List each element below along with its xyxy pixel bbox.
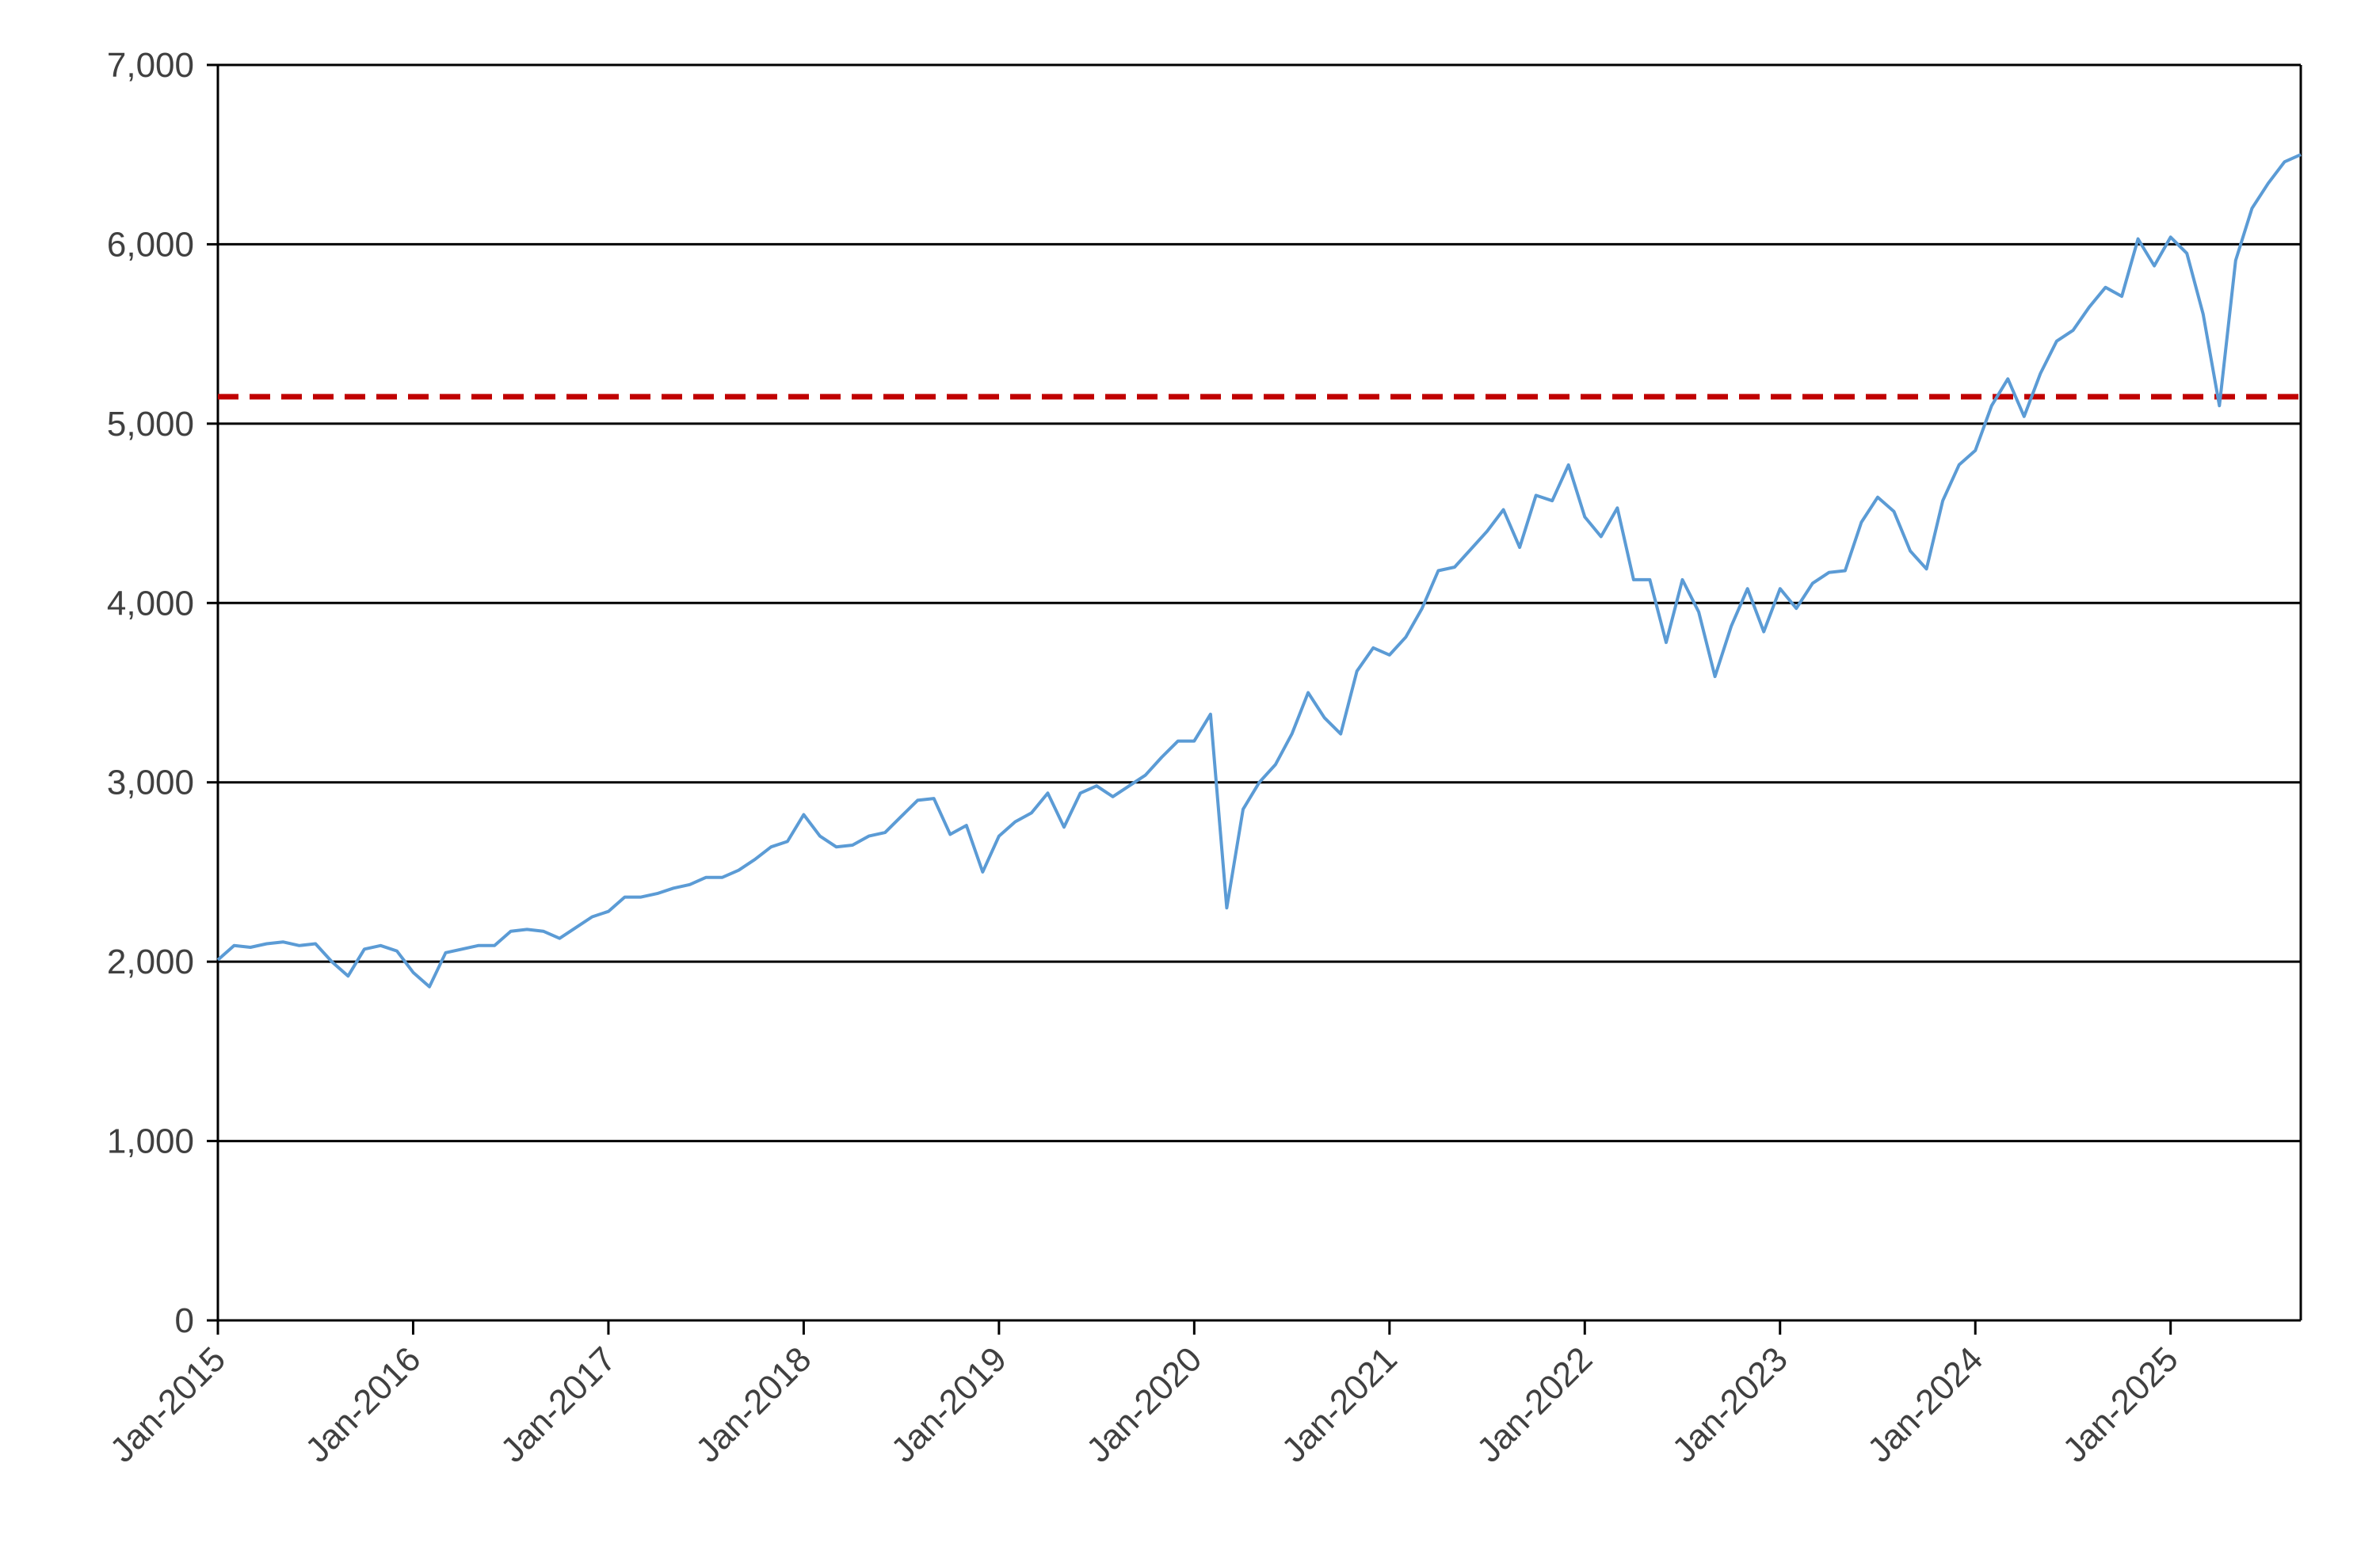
y-tick-label: 4,000 [107, 584, 194, 623]
y-tick-label: 7,000 [107, 46, 194, 85]
x-tick-label: Jan-2015 [103, 1339, 233, 1469]
x-tick-label: Jan-2019 [884, 1339, 1014, 1469]
x-tick-label: Jan-2020 [1079, 1339, 1209, 1469]
x-tick-label: Jan-2024 [1860, 1339, 1990, 1469]
x-tick-label: Jan-2025 [2055, 1339, 2185, 1469]
x-tick-label: Jan-2022 [1470, 1339, 1600, 1469]
y-tick-label: 5,000 [107, 405, 194, 444]
x-tick-label: Jan-2016 [298, 1339, 428, 1469]
y-tick-label: 6,000 [107, 225, 194, 264]
series-line-0 [216, 153, 2302, 989]
x-tick-label: Jan-2017 [494, 1339, 624, 1469]
x-tick-label: Jan-2021 [1274, 1339, 1404, 1469]
x-tick-label: Jan-2023 [1665, 1339, 1795, 1469]
y-tick-label: 1,000 [107, 1122, 194, 1161]
axes [216, 63, 2302, 1322]
y-tick-label: 2,000 [107, 943, 194, 981]
y-axis-ticks: 0 1,000 2,000 3,000 4,000 5,000 6,000 7,000 [107, 46, 218, 1340]
y-tick-label: 3,000 [107, 764, 194, 802]
x-axis-ticks: Jan-2015 Jan-2016 Jan-2017 Jan-2018 Jan-2019… [103, 1320, 2186, 1470]
series-group [216, 153, 2302, 989]
x-tick-label: Jan-2018 [688, 1339, 818, 1469]
plot-area [218, 65, 2301, 1320]
y-tick-label: 0 [175, 1301, 194, 1340]
